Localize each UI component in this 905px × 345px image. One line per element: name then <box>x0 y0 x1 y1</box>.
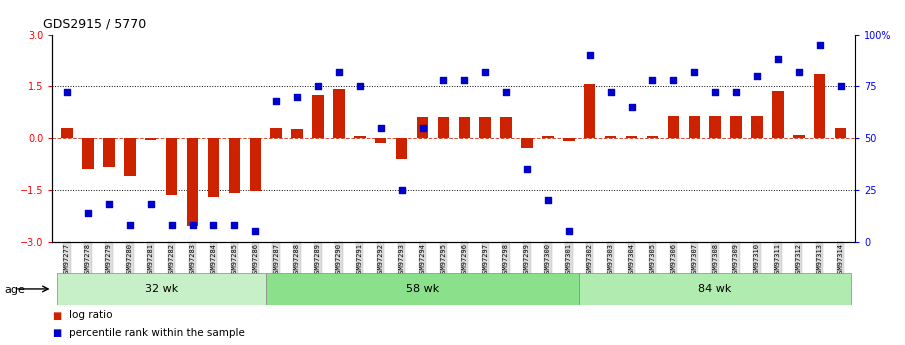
Point <box>144 201 158 207</box>
Point <box>813 42 827 48</box>
Bar <box>416 117 428 138</box>
Point <box>60 90 74 95</box>
Bar <box>814 74 825 138</box>
Point <box>604 90 618 95</box>
Bar <box>689 116 700 138</box>
Point <box>792 69 806 75</box>
Bar <box>333 89 345 138</box>
Bar <box>124 138 136 176</box>
Bar <box>208 138 219 197</box>
Bar <box>186 138 198 226</box>
Bar <box>395 138 407 159</box>
Bar <box>166 138 177 195</box>
Text: GDS2915 / 5770: GDS2915 / 5770 <box>43 17 147 30</box>
Point <box>645 77 660 83</box>
Bar <box>57 273 266 305</box>
Text: percentile rank within the sample: percentile rank within the sample <box>69 328 244 338</box>
Point <box>165 222 179 228</box>
Bar <box>438 117 449 138</box>
Point <box>101 201 116 207</box>
Text: ■: ■ <box>52 328 62 338</box>
Point <box>729 90 743 95</box>
Point <box>834 83 848 89</box>
Point <box>269 98 283 104</box>
Point <box>395 187 409 193</box>
Bar <box>563 138 575 141</box>
Bar <box>291 129 303 138</box>
Point <box>227 222 242 228</box>
Text: ■: ■ <box>52 310 62 321</box>
Bar <box>605 136 616 138</box>
Bar <box>229 138 240 193</box>
Point <box>583 52 597 58</box>
Point <box>436 77 451 83</box>
Bar <box>266 273 579 305</box>
Point <box>415 125 430 130</box>
Bar <box>82 138 94 169</box>
Bar <box>480 117 491 138</box>
Point <box>666 77 681 83</box>
Bar <box>500 117 512 138</box>
Point <box>687 69 701 75</box>
Point <box>624 104 639 110</box>
Bar <box>647 136 658 138</box>
Bar <box>772 91 784 138</box>
Point <box>771 57 786 62</box>
Point <box>206 222 221 228</box>
Point <box>499 90 513 95</box>
Bar <box>710 116 721 138</box>
Point <box>749 73 764 79</box>
Bar <box>521 138 533 148</box>
Point <box>310 83 325 89</box>
Text: 58 wk: 58 wk <box>405 284 439 294</box>
Point <box>540 197 555 203</box>
Point <box>290 94 304 99</box>
Point <box>353 83 367 89</box>
Point <box>248 228 262 234</box>
Point <box>562 228 576 234</box>
Point <box>457 77 472 83</box>
Bar <box>375 138 386 143</box>
Bar <box>354 136 366 138</box>
Text: age: age <box>5 285 25 295</box>
Bar <box>250 138 261 191</box>
Bar <box>579 273 851 305</box>
Bar <box>542 136 554 138</box>
Text: 84 wk: 84 wk <box>699 284 732 294</box>
Bar <box>312 95 324 138</box>
Point <box>122 222 137 228</box>
Point <box>81 210 95 215</box>
Bar <box>751 116 763 138</box>
Bar <box>668 116 679 138</box>
Bar <box>584 84 595 138</box>
Point <box>374 125 388 130</box>
Bar <box>834 128 846 138</box>
Point <box>331 69 346 75</box>
Bar <box>271 128 282 138</box>
Bar <box>625 136 637 138</box>
Bar <box>145 138 157 140</box>
Point <box>186 222 200 228</box>
Point <box>708 90 722 95</box>
Point <box>478 69 492 75</box>
Bar <box>793 135 805 138</box>
Point <box>519 166 534 172</box>
Text: 32 wk: 32 wk <box>145 284 177 294</box>
Bar <box>103 138 115 167</box>
Bar <box>730 116 742 138</box>
Bar <box>62 128 73 138</box>
Text: log ratio: log ratio <box>69 310 112 321</box>
Bar <box>459 117 470 138</box>
